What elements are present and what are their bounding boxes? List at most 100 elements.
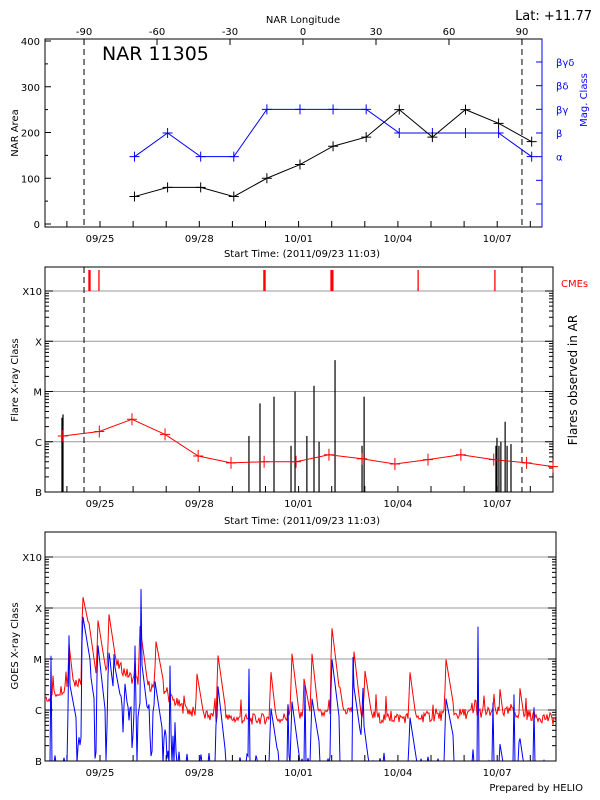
y-tick-label: M <box>33 388 42 399</box>
y-tick-label: X <box>35 604 42 615</box>
x-tick-label: 09/25 <box>86 768 115 779</box>
y-tick-label: B <box>35 757 42 768</box>
flare-background-point <box>323 448 334 461</box>
flare-background-point <box>488 453 499 466</box>
top-tick-label: -30 <box>222 27 238 38</box>
flare-background-point <box>193 450 204 463</box>
mag-class-point <box>361 104 372 115</box>
area-point <box>195 182 206 193</box>
y2-tick-label: βγδ <box>556 58 574 69</box>
latitude-label: Lat: +11.77 <box>515 9 592 24</box>
flare-background-point <box>226 456 237 469</box>
area-point <box>361 132 372 143</box>
mag-class-point <box>129 151 140 162</box>
area-point <box>526 136 537 147</box>
area-point <box>493 118 504 129</box>
x-tick-label: 10/07 <box>483 499 512 510</box>
top-tick-label: 0 <box>300 27 306 38</box>
y-tick-label: 200 <box>21 129 40 140</box>
mag-class-point <box>328 104 339 115</box>
flare-background-point <box>423 453 434 466</box>
x-tick-label: 10/07 <box>483 234 512 245</box>
panel2-xlabel: Start Time: (2011/09/23 11:03) <box>224 516 380 527</box>
flare-background-point <box>94 425 105 438</box>
y-tick-label: 100 <box>21 174 40 185</box>
y-tick-label: X <box>35 337 42 348</box>
top-tick-label: -90 <box>76 27 92 38</box>
mag-class-point <box>493 127 504 138</box>
y-tick-label: B <box>35 488 42 499</box>
x-tick-label: 10/04 <box>383 768 412 779</box>
area-point <box>394 104 405 115</box>
top-axis-label: NAR Longitude <box>266 15 340 26</box>
flare-background-point <box>521 456 532 469</box>
y-tick-label: X10 <box>22 553 42 564</box>
y2-tick-label: βδ <box>556 82 569 93</box>
mag-class-point <box>526 151 537 162</box>
area-point <box>162 182 173 193</box>
flare-background-point <box>160 428 171 441</box>
area-point <box>228 191 239 202</box>
cme-label: CMEs <box>561 279 588 290</box>
x-tick-label: 09/25 <box>86 499 115 510</box>
mag-class-point <box>294 104 305 115</box>
top-tick-label: 60 <box>443 27 456 38</box>
x-tick-label: 10/07 <box>483 768 512 779</box>
y-tick-label: 300 <box>21 83 40 94</box>
y-tick-label: M <box>33 655 42 666</box>
panel1-ylabel: NAR Area <box>10 109 21 156</box>
panel3-ylabel: GOES X-ray Class <box>10 602 21 689</box>
area-point <box>294 159 305 170</box>
flare-background-point <box>126 413 137 426</box>
area-point <box>129 191 140 202</box>
y2-tick-label: β <box>556 129 562 140</box>
flare-background-point <box>455 448 466 461</box>
y-tick-label: 400 <box>21 37 40 48</box>
x-tick-label: 09/28 <box>185 768 214 779</box>
mag-class-point <box>195 151 206 162</box>
x-tick-label: 10/01 <box>284 234 313 245</box>
mag-class-point <box>162 127 173 138</box>
flare-background-point <box>57 430 68 443</box>
credit-text: Prepared by HELIO <box>489 783 583 794</box>
area-point <box>261 173 272 184</box>
x-tick-label: 09/28 <box>185 234 214 245</box>
flare-background-point <box>291 455 302 468</box>
y2-tick-label: βγ <box>556 105 568 116</box>
flare-background-point <box>389 458 400 471</box>
panel1-y2label: Mag. Class <box>579 73 590 127</box>
x-tick-label: 10/04 <box>383 499 412 510</box>
y-tick-label: C <box>35 706 42 717</box>
mag-class-point <box>261 104 272 115</box>
y2-tick-label: α <box>556 153 563 164</box>
panel1-xlabel: Start Time: (2011/09/23 11:03) <box>224 249 380 260</box>
panel3-frame <box>44 531 557 762</box>
mag-class-point <box>394 127 405 138</box>
flare-background-point <box>548 460 558 473</box>
flare-background-point <box>259 455 270 468</box>
area-point <box>328 141 339 152</box>
x-tick-label: 10/04 <box>383 234 412 245</box>
goes-long-channel-line <box>45 597 556 725</box>
mag-class-point <box>460 127 471 138</box>
area-point <box>427 132 438 143</box>
x-tick-label: 09/25 <box>86 234 115 245</box>
y-tick-label: 0 <box>34 220 40 231</box>
top-tick-label: 90 <box>516 27 529 38</box>
mag-class-point <box>228 151 239 162</box>
goes-short-channel-line <box>47 589 545 761</box>
x-tick-label: 09/28 <box>185 499 214 510</box>
top-tick-label: 30 <box>370 27 383 38</box>
top-tick-label: -60 <box>149 27 165 38</box>
flare-background-point <box>357 452 368 465</box>
y-tick-label: X10 <box>22 287 42 298</box>
panel2-ylabel: Flare X-ray Class <box>10 338 21 422</box>
x-tick-label: 10/01 <box>284 768 313 779</box>
panel1-title: NAR 11305 <box>102 43 209 65</box>
x-tick-label: 10/01 <box>284 499 313 510</box>
panel2-frame <box>44 266 554 493</box>
y-tick-label: C <box>35 438 42 449</box>
area-line <box>134 108 532 198</box>
